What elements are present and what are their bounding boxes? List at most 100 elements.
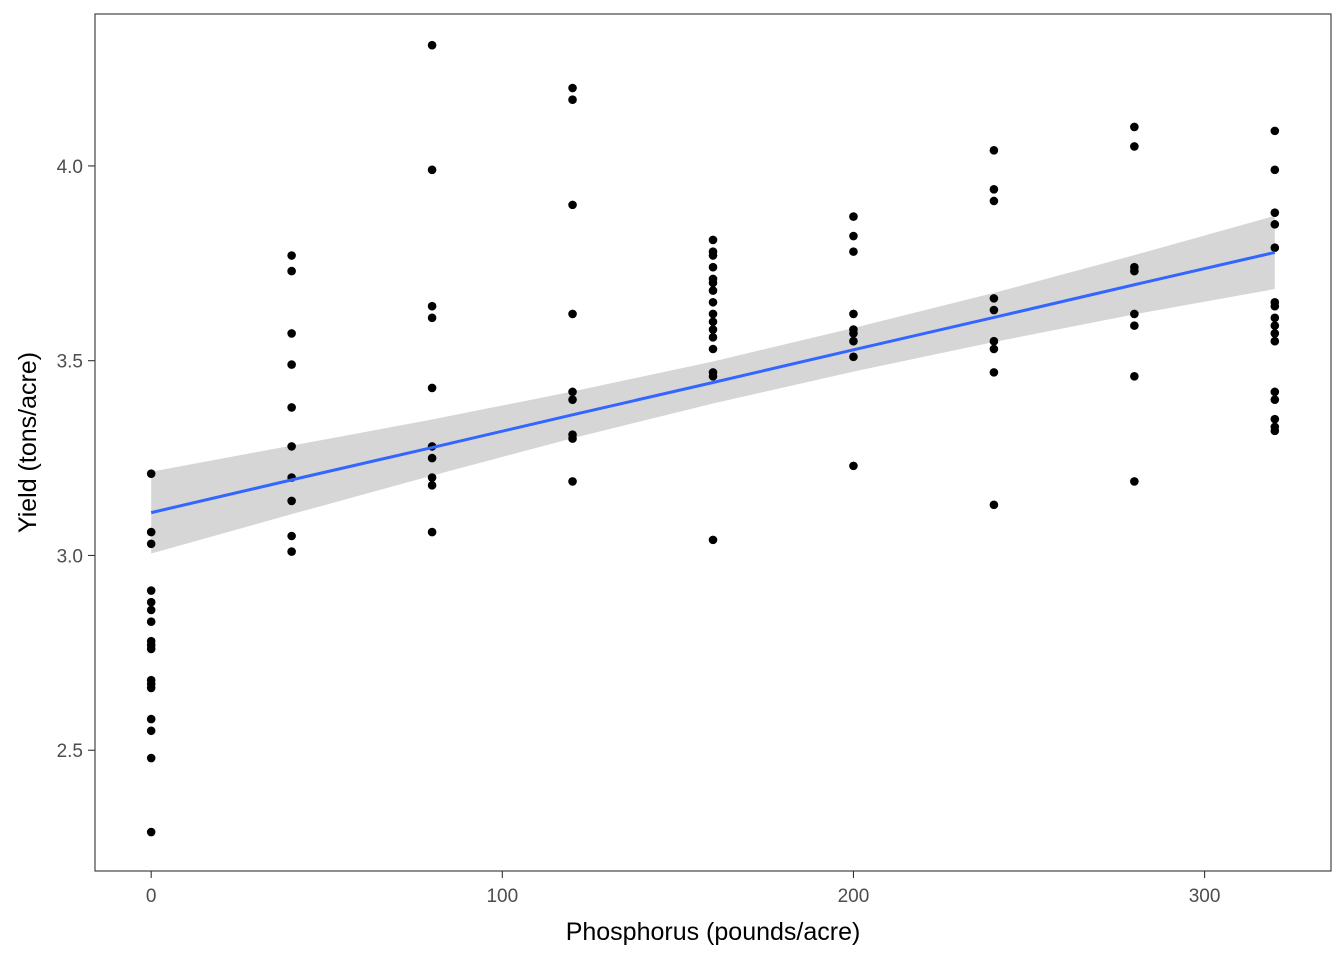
data-point <box>146 539 156 549</box>
data-point <box>1270 387 1280 397</box>
data-point <box>1270 395 1280 404</box>
data-point <box>1270 165 1280 175</box>
x-axis: 0 100 200 300 <box>146 871 1221 907</box>
data-point <box>1130 371 1139 381</box>
data-point <box>708 278 718 288</box>
data-point <box>1270 126 1280 136</box>
data-point <box>146 527 156 537</box>
data-point <box>146 726 156 736</box>
data-point <box>287 531 296 541</box>
data-point <box>849 231 858 241</box>
data-point <box>1130 321 1139 330</box>
data-point <box>1270 243 1280 253</box>
data-point <box>146 683 156 693</box>
data-point <box>1130 477 1139 486</box>
data-point <box>1270 321 1280 330</box>
data-point <box>146 644 156 654</box>
data-point <box>849 247 858 256</box>
data-point <box>849 212 858 221</box>
x-tick-label: 200 <box>838 886 870 907</box>
data-point <box>989 344 999 354</box>
data-point <box>427 473 437 482</box>
data-point <box>568 95 577 104</box>
data-point <box>708 333 718 342</box>
data-point <box>146 714 156 724</box>
data-point <box>568 434 577 443</box>
regression-line <box>150 250 1276 515</box>
data-point <box>568 477 577 486</box>
data-point <box>708 297 718 307</box>
x-axis-title: Phosphorus (pounds/acre) <box>566 918 861 946</box>
data-point <box>1130 309 1139 319</box>
data-point <box>1130 122 1139 132</box>
data-point <box>708 286 718 295</box>
panel-border <box>94 13 1332 872</box>
data-point <box>427 165 437 175</box>
data-point <box>708 235 718 245</box>
y-tick-label: 4.0 <box>57 157 83 178</box>
data-point <box>427 301 437 311</box>
data-point <box>708 309 718 319</box>
data-point <box>989 196 999 206</box>
data-point <box>1270 414 1280 424</box>
data-point <box>989 294 999 303</box>
data-point <box>146 617 156 626</box>
data-point <box>708 317 718 327</box>
y-tick-label: 2.5 <box>57 741 83 762</box>
data-point <box>849 461 858 471</box>
data-point <box>427 383 437 393</box>
data-point <box>989 368 999 377</box>
data-point <box>146 605 156 615</box>
y-tick-label: 3.5 <box>57 352 83 373</box>
data-point <box>287 442 296 451</box>
data-point <box>287 496 296 506</box>
y-axis: 2.5 3.0 3.5 4.0 <box>57 157 95 762</box>
data-point <box>708 251 718 260</box>
data-point <box>989 336 999 346</box>
x-tick-label: 0 <box>146 886 157 907</box>
data-point <box>989 305 999 315</box>
data-point <box>427 527 437 537</box>
data-point <box>708 371 718 381</box>
data-point <box>708 344 718 354</box>
data-point <box>708 325 718 334</box>
data-point <box>849 309 858 319</box>
data-point <box>427 313 437 323</box>
data-point <box>568 387 577 397</box>
data-point <box>427 453 437 463</box>
data-point <box>287 266 296 276</box>
data-point <box>427 481 437 490</box>
data-points <box>146 40 1280 837</box>
data-point <box>989 146 999 155</box>
data-point <box>427 40 437 50</box>
data-point <box>1130 266 1139 276</box>
data-point <box>849 352 858 362</box>
data-point <box>1270 426 1280 436</box>
data-point <box>989 500 999 510</box>
data-point <box>568 309 577 319</box>
data-point <box>708 262 718 272</box>
data-point <box>287 329 296 338</box>
data-point <box>1130 142 1139 151</box>
data-point <box>568 83 577 93</box>
plot-panel <box>95 14 1331 871</box>
data-point <box>568 200 577 210</box>
data-point <box>1270 329 1280 338</box>
data-point <box>146 753 156 763</box>
data-point <box>849 329 858 338</box>
data-point <box>146 597 156 607</box>
data-point <box>849 336 858 346</box>
data-point <box>1270 220 1280 229</box>
x-tick-label: 100 <box>486 886 518 907</box>
data-point <box>708 535 718 545</box>
x-tick-label: 300 <box>1189 886 1221 907</box>
data-point <box>287 547 296 556</box>
data-point <box>1270 313 1280 323</box>
data-point <box>287 251 296 260</box>
data-point <box>287 403 296 412</box>
data-point <box>146 827 156 837</box>
data-point <box>1270 336 1280 346</box>
data-point <box>989 184 999 194</box>
data-point <box>1270 301 1280 311</box>
